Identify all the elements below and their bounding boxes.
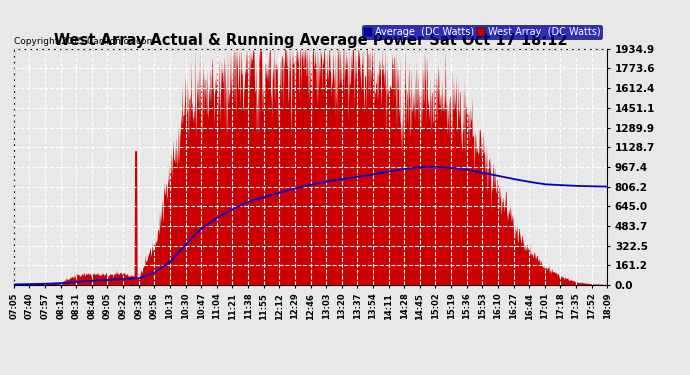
Legend: Average  (DC Watts), West Array  (DC Watts): Average (DC Watts), West Array (DC Watts… [362,25,602,39]
Text: Copyright 2015 Cartronics.com: Copyright 2015 Cartronics.com [14,38,155,46]
Title: West Array Actual & Running Average Power Sat Oct 17 18:12: West Array Actual & Running Average Powe… [54,33,567,48]
